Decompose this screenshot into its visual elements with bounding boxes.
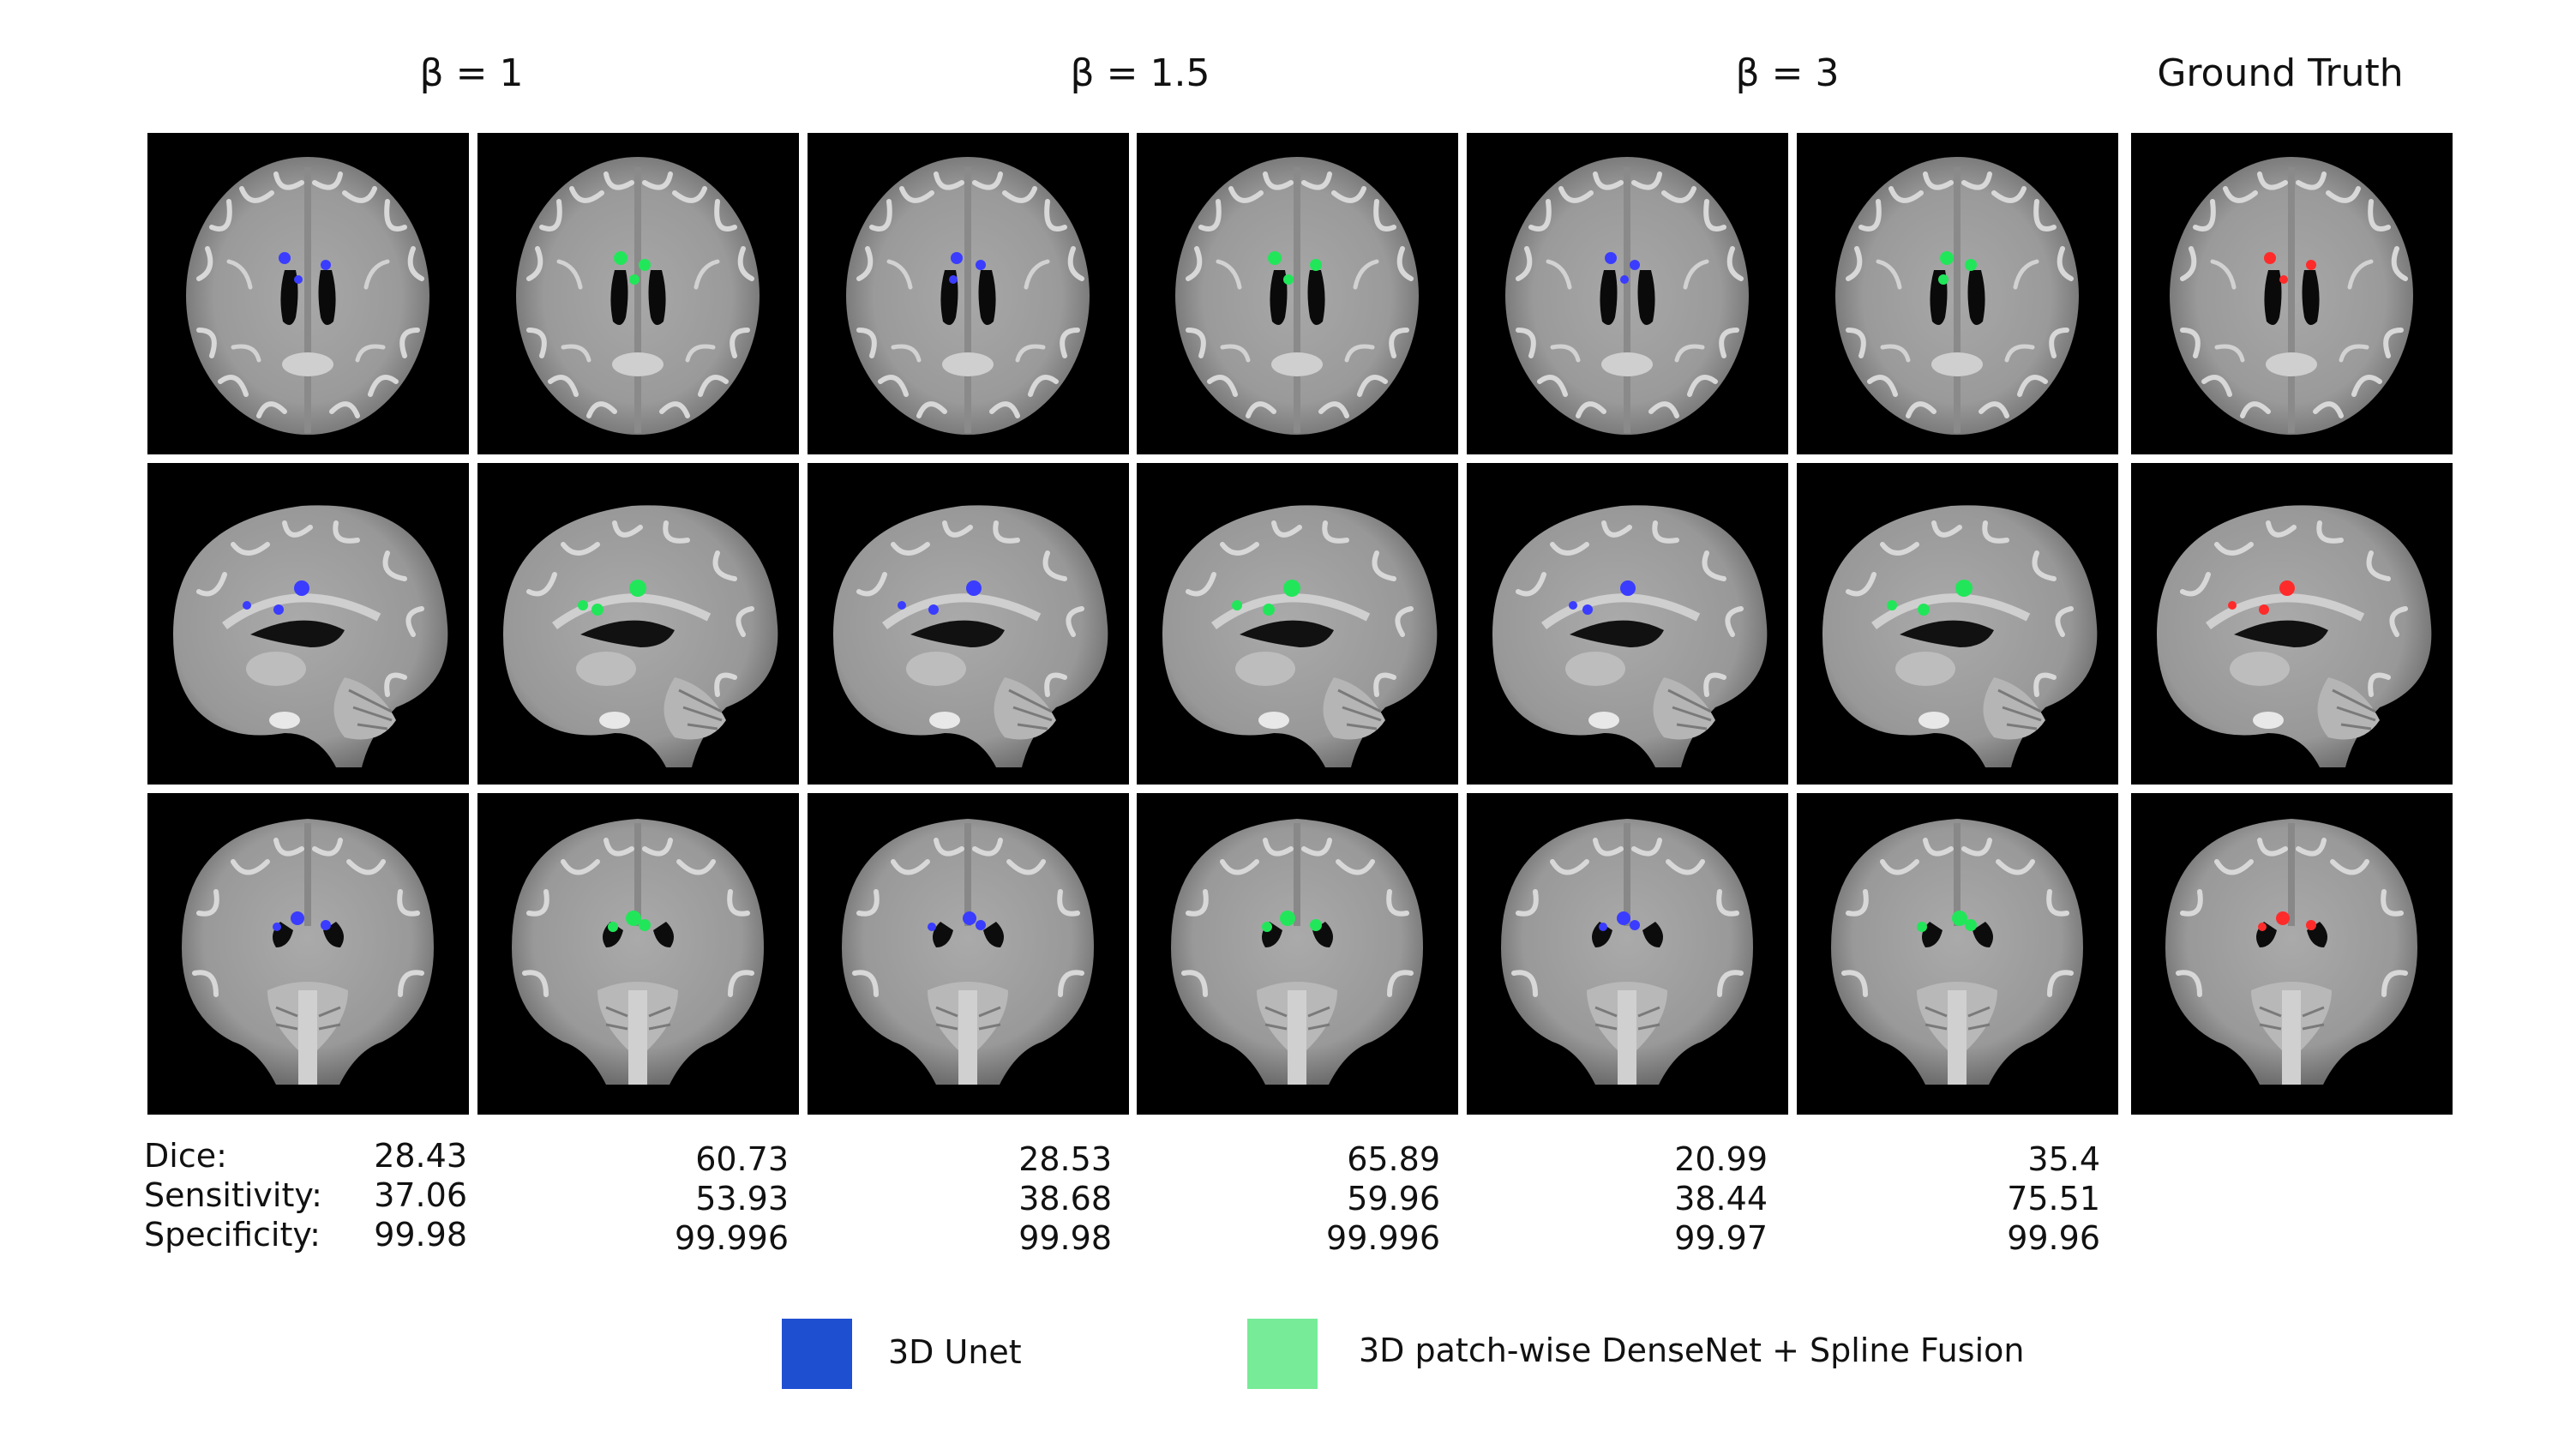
brain-panel — [808, 133, 1129, 454]
metric-value: 59.96 — [1347, 1180, 1440, 1218]
brain-slice-coronal — [842, 819, 1094, 1085]
brain-panel — [1137, 793, 1458, 1115]
brain-panel — [2131, 133, 2453, 454]
metric-value: 28.53 — [1018, 1140, 1112, 1178]
brain-slice-sagittal — [833, 505, 1108, 767]
brain-slice-coronal — [512, 819, 764, 1085]
brain-slice-coronal — [2165, 819, 2417, 1085]
brain-slice-coronal — [1501, 819, 1753, 1085]
metric-value: 28.43 — [374, 1137, 467, 1175]
metric-value: 37.06 — [374, 1176, 467, 1214]
brain-panel — [1467, 463, 1788, 785]
brain-slice-coronal — [1171, 819, 1423, 1085]
metric-value: 99.98 — [1018, 1219, 1112, 1257]
brain-panel — [808, 793, 1129, 1115]
column-title-beta-3: β = 3 — [1735, 51, 1840, 95]
brain-panel — [1797, 793, 2118, 1115]
column-title-ground-truth: Ground Truth — [2157, 51, 2404, 95]
metric-value: 20.99 — [1674, 1140, 1768, 1178]
brain-slice-sagittal — [2157, 505, 2432, 767]
brain-slice-axial — [2170, 157, 2413, 435]
brain-slice-axial — [1175, 157, 1419, 435]
metric-label-dice: Dice: — [144, 1137, 227, 1175]
brain-panel — [147, 463, 469, 785]
metric-label-sensitivity: Sensitivity: — [144, 1176, 322, 1214]
brain-slice-sagittal — [1492, 505, 1768, 767]
metric-value: 60.73 — [695, 1140, 789, 1178]
metric-value: 35.4 — [2027, 1140, 2100, 1178]
brain-panel — [2131, 463, 2453, 785]
metric-value: 75.51 — [2007, 1180, 2100, 1218]
brain-panel — [1467, 793, 1788, 1115]
column-title-beta-1-5: β = 1.5 — [1070, 51, 1210, 95]
metric-label-specificity: Specificity: — [144, 1216, 321, 1254]
brain-panel — [1797, 463, 2118, 785]
brain-panel — [1137, 133, 1458, 454]
brain-slice-axial — [1505, 157, 1749, 435]
brain-panel — [147, 793, 469, 1115]
brain-slice-axial — [186, 157, 429, 435]
brain-slice-sagittal — [1162, 505, 1438, 767]
legend-swatch-densenet — [1247, 1319, 1318, 1389]
column-title-beta-1: β = 1 — [419, 51, 524, 95]
metric-value: 99.996 — [1326, 1219, 1440, 1257]
metric-value: 38.68 — [1018, 1180, 1112, 1218]
metric-value: 99.98 — [374, 1216, 467, 1254]
brain-slice-sagittal — [503, 505, 778, 767]
brain-panel — [1797, 133, 2118, 454]
brain-slice-sagittal — [1822, 505, 2098, 767]
brain-slice-coronal — [1831, 819, 2083, 1085]
brain-slice-coronal — [182, 819, 434, 1085]
brain-panel — [808, 463, 1129, 785]
metric-value: 65.89 — [1347, 1140, 1440, 1178]
brain-panel — [2131, 793, 2453, 1115]
metric-value: 53.93 — [695, 1180, 789, 1218]
metric-value: 99.996 — [675, 1219, 789, 1257]
brain-panel — [147, 133, 469, 454]
brain-panel — [1137, 463, 1458, 785]
brain-slice-axial — [846, 157, 1090, 435]
metric-value: 38.44 — [1674, 1180, 1768, 1218]
brain-panel — [477, 133, 799, 454]
brain-panel — [1467, 133, 1788, 454]
brain-slice-axial — [516, 157, 760, 435]
metric-value: 99.96 — [2007, 1219, 2100, 1257]
metric-value: 99.97 — [1674, 1219, 1768, 1257]
brain-slice-sagittal — [173, 505, 448, 767]
legend-swatch-unet — [782, 1319, 852, 1389]
legend-label-densenet: 3D patch-wise DenseNet + Spline Fusion — [1359, 1332, 2025, 1369]
brain-slice-axial — [1835, 157, 2079, 435]
brain-panel — [477, 793, 799, 1115]
legend-label-unet: 3D Unet — [888, 1333, 1022, 1371]
brain-panel — [477, 463, 799, 785]
